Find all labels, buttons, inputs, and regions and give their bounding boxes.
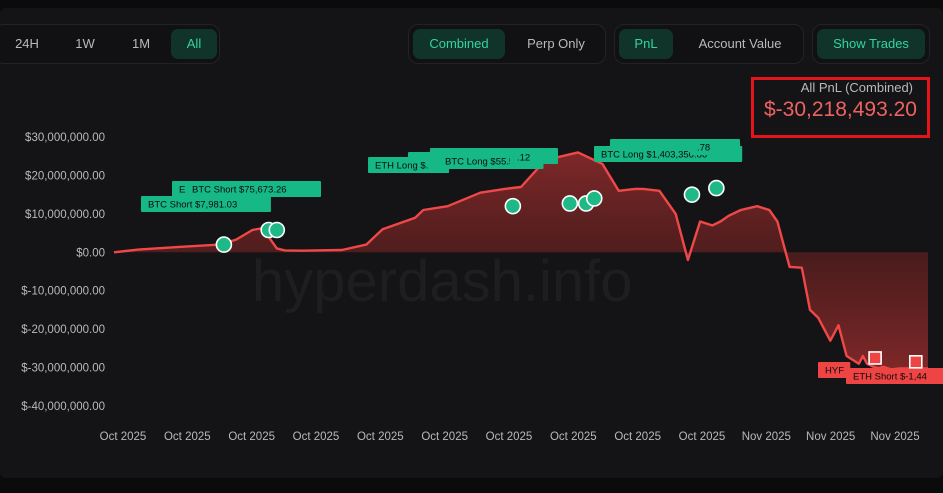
show-trades-button[interactable]: Show Trades bbox=[817, 29, 925, 59]
trade-marker-win[interactable] bbox=[504, 197, 522, 215]
trade-marker-loss[interactable] bbox=[868, 351, 882, 365]
area-positive bbox=[116, 152, 786, 252]
trade-label-text: E bbox=[179, 185, 185, 196]
mode-selector: Combined Perp Only bbox=[408, 24, 606, 64]
pnl-summary-value: $-30,218,493.20 bbox=[764, 98, 917, 121]
trade-label-bg bbox=[846, 368, 943, 384]
timeframe-selector: 24H 1W 1M All bbox=[0, 24, 220, 64]
trade-label-text: BTC Long $55.58 bbox=[445, 157, 519, 168]
mode-perp-only[interactable]: Perp Only bbox=[527, 36, 585, 51]
trade-label-bg bbox=[510, 149, 543, 165]
trade-label-text: .12 bbox=[517, 153, 530, 164]
trade-label-text: ETH Short $-1,44 bbox=[853, 372, 927, 383]
x-tick-label: Nov 2025 bbox=[806, 431, 855, 443]
y-tick-label: $-40,000,000.00 bbox=[21, 401, 105, 413]
x-tick-label: Oct 2025 bbox=[100, 431, 147, 443]
trade-marker-win[interactable] bbox=[585, 190, 603, 207]
trade-label[interactable]: .12 bbox=[510, 149, 543, 165]
x-tick-label: Oct 2025 bbox=[679, 431, 726, 443]
trade-marker-loss[interactable] bbox=[908, 355, 923, 369]
timeframe-1m[interactable]: 1M bbox=[131, 36, 151, 51]
y-tick-label: $0.00 bbox=[76, 247, 105, 259]
timeframe-all[interactable]: All bbox=[171, 29, 217, 59]
metric-account-value[interactable]: Account Value bbox=[698, 36, 782, 51]
x-tick-label: Oct 2025 bbox=[293, 431, 340, 443]
y-tick-label: $-20,000,000.00 bbox=[21, 324, 105, 336]
timeframe-1w[interactable]: 1W bbox=[75, 36, 95, 51]
pnl-highlight-box bbox=[751, 77, 930, 138]
trade-marker-win[interactable] bbox=[215, 236, 233, 253]
x-tick-label: Oct 2025 bbox=[550, 431, 597, 443]
pnl-summary-label: All PnL (Combined) bbox=[800, 80, 913, 95]
watermark: hyperdash.info bbox=[252, 249, 632, 314]
x-tick-label: Oct 2025 bbox=[486, 431, 533, 443]
show-trades-control: Show Trades bbox=[812, 24, 930, 64]
trade-label[interactable]: ETH Short $-1,44 bbox=[846, 368, 943, 384]
y-tick-label: $20,000,000.00 bbox=[25, 170, 105, 182]
trade-label-bg bbox=[690, 139, 723, 155]
metric-pnl[interactable]: PnL bbox=[619, 29, 673, 59]
trade-label[interactable]: ETH Long $. bbox=[368, 157, 450, 173]
trade-label[interactable]: BTC Short $75,673.26 bbox=[185, 181, 321, 197]
x-tick-label: Oct 2025 bbox=[228, 431, 275, 443]
trade-label[interactable]: .78 bbox=[690, 139, 723, 155]
y-tick-label: $-30,000,000.00 bbox=[21, 363, 105, 375]
trade-label-text: .78 bbox=[697, 143, 710, 154]
trade-label-text: BTC Long $1,403,356.86 bbox=[601, 150, 707, 161]
trade-label-text: ETH Long $. bbox=[375, 161, 428, 172]
pnl-line bbox=[113, 151, 928, 371]
trade-marker-win[interactable] bbox=[683, 186, 701, 203]
x-tick-label: Nov 2025 bbox=[870, 431, 919, 443]
trade-label-text: BTC Short $75,673.26 bbox=[192, 185, 287, 196]
x-tick-label: Oct 2025 bbox=[421, 431, 468, 443]
area-negative bbox=[114, 252, 928, 370]
trade-marker-win[interactable] bbox=[708, 179, 725, 197]
trade-label[interactable]: BTC Short $7,981.03 bbox=[141, 196, 271, 212]
y-tick-label: $10,000,000.00 bbox=[25, 209, 105, 221]
trade-label-bg bbox=[818, 362, 851, 378]
metric-selector: PnL Account Value bbox=[614, 24, 804, 64]
timeframe-24h[interactable]: 24H bbox=[15, 36, 39, 51]
x-tick-label: Oct 2025 bbox=[357, 431, 404, 443]
trade-label-text: HYF bbox=[825, 366, 844, 377]
trade-label-bg bbox=[185, 181, 321, 197]
trade-label-text: BTC Short $7,981.03 bbox=[148, 200, 237, 211]
mode-combined[interactable]: Combined bbox=[413, 29, 505, 59]
trade-marker-win[interactable] bbox=[561, 195, 579, 212]
trade-label-bg bbox=[368, 157, 450, 173]
trade-label[interactable]: HYF bbox=[818, 362, 851, 378]
x-tick-label: Nov 2025 bbox=[742, 431, 791, 443]
trade-label-bg bbox=[141, 196, 271, 212]
trade-marker-win[interactable] bbox=[268, 221, 286, 239]
x-tick-label: Oct 2025 bbox=[614, 431, 661, 443]
x-tick-label: Oct 2025 bbox=[164, 431, 211, 443]
y-tick-label: $-10,000,000.00 bbox=[21, 286, 105, 298]
y-tick-label: $30,000,000.00 bbox=[25, 132, 105, 144]
